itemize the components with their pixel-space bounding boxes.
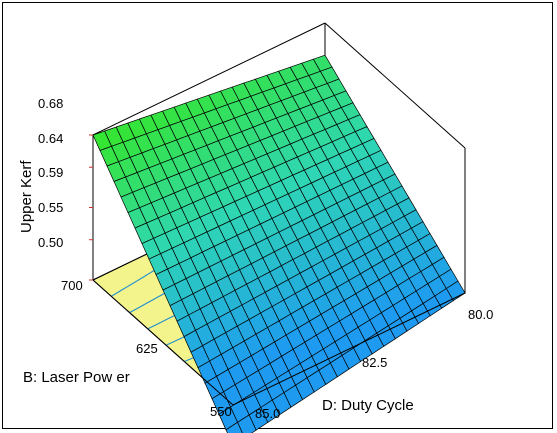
z-tick-label: 0.50 bbox=[38, 235, 63, 250]
z-tick-label: 0.55 bbox=[38, 200, 63, 215]
response-surface bbox=[92, 54, 466, 433]
x-tick-label: 82.5 bbox=[362, 355, 387, 370]
z-axis-title: Upper Kerf bbox=[18, 160, 35, 233]
x-tick-label: 80.0 bbox=[468, 307, 493, 322]
z-tick-label: 0.68 bbox=[38, 96, 63, 111]
x-tick-label: 85.0 bbox=[255, 406, 280, 421]
y-axis-title: B: Laser Pow er bbox=[23, 369, 130, 386]
y-tick-label: 550 bbox=[210, 404, 232, 419]
box-edge bbox=[92, 279, 234, 406]
box-edge bbox=[92, 22, 326, 136]
y-tick-label: 625 bbox=[136, 341, 158, 356]
box-edges bbox=[92, 279, 466, 406]
z-tick-label: 0.64 bbox=[38, 131, 63, 146]
z-tick-label: 0.59 bbox=[38, 165, 63, 180]
y-tick-label: 700 bbox=[61, 278, 83, 293]
x-axis-title: D: Duty Cycle bbox=[322, 397, 414, 414]
box-edge bbox=[232, 292, 466, 406]
box-edge bbox=[324, 22, 466, 149]
